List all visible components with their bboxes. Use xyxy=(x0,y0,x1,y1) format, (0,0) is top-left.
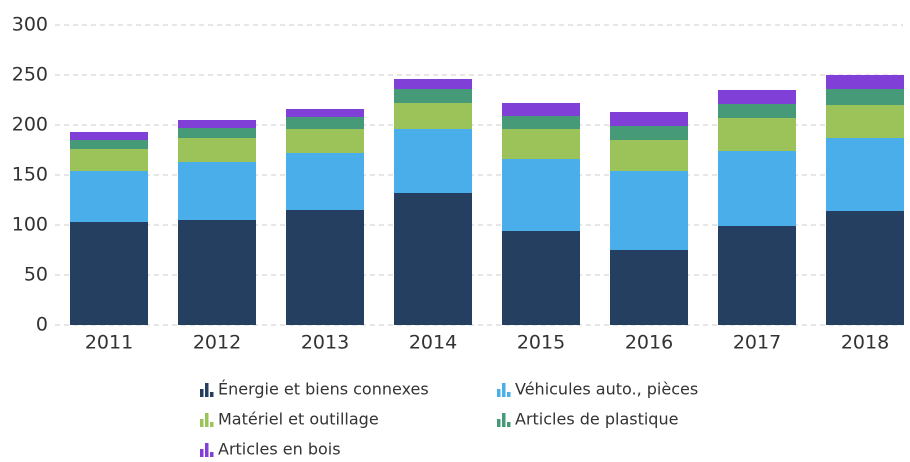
bar-segment xyxy=(502,116,580,129)
legend-icon xyxy=(205,443,209,457)
bar-segment xyxy=(286,210,364,325)
bar-segment xyxy=(70,171,148,222)
bar-segment xyxy=(718,90,796,104)
bar-segment xyxy=(178,120,256,128)
legend-icon xyxy=(497,419,501,427)
y-tick-label: 0 xyxy=(36,314,48,336)
bar-segment xyxy=(502,129,580,159)
bar-segment xyxy=(286,117,364,129)
bar-segment xyxy=(70,132,148,140)
y-tick-label: 300 xyxy=(12,14,48,36)
y-tick-label: 50 xyxy=(24,264,48,286)
bar-segment xyxy=(718,151,796,226)
legend-label: Énergie et biens connexes xyxy=(218,380,429,399)
bar-segment xyxy=(826,211,904,325)
legend-label: Véhicules auto., pièces xyxy=(515,380,698,399)
bar-segment xyxy=(394,79,472,89)
bar-segment xyxy=(826,75,904,89)
bar-segment xyxy=(286,153,364,210)
y-tick-label: 250 xyxy=(12,64,48,86)
bar-segment xyxy=(394,129,472,193)
bar-segment xyxy=(178,220,256,325)
legend-icon xyxy=(497,389,501,397)
legend-icon xyxy=(205,413,209,427)
legend-label: Articles de plastique xyxy=(515,410,678,429)
bar-segment xyxy=(610,250,688,325)
bar-segment xyxy=(178,128,256,138)
bar-segment xyxy=(826,105,904,138)
bar-segment xyxy=(718,104,796,118)
bar-segment xyxy=(394,193,472,325)
bar-segment xyxy=(502,159,580,231)
y-tick-label: 200 xyxy=(12,114,48,136)
legend-icon xyxy=(200,389,204,397)
bar-segment xyxy=(70,149,148,171)
legend-icon xyxy=(210,452,214,457)
bar-segment xyxy=(610,126,688,140)
x-tick-label: 2017 xyxy=(733,332,781,354)
y-tick-label: 150 xyxy=(12,164,48,186)
x-tick-label: 2018 xyxy=(841,332,889,354)
bar-segment xyxy=(826,89,904,105)
x-tick-label: 2011 xyxy=(85,332,133,354)
bar-segment xyxy=(286,129,364,153)
x-tick-label: 2016 xyxy=(625,332,673,354)
bar-segment xyxy=(610,140,688,171)
bar-segment xyxy=(826,138,904,211)
bar-segment xyxy=(70,222,148,325)
bar-segment xyxy=(610,171,688,250)
legend-icon xyxy=(210,422,214,427)
bar-segment xyxy=(718,226,796,325)
x-tick-label: 2014 xyxy=(409,332,457,354)
x-tick-label: 2015 xyxy=(517,332,565,354)
bar-segment xyxy=(502,231,580,325)
bar-segment xyxy=(394,89,472,103)
bar-segment xyxy=(70,140,148,149)
bar-segment xyxy=(718,118,796,151)
x-tick-label: 2013 xyxy=(301,332,349,354)
legend-icon xyxy=(205,383,209,397)
bar-segment xyxy=(502,103,580,116)
legend-icon xyxy=(507,422,511,427)
legend-label: Matériel et outillage xyxy=(218,410,379,429)
legend-icon xyxy=(210,392,214,397)
legend-icon xyxy=(200,449,204,457)
legend-icon xyxy=(502,413,506,427)
bar-segment xyxy=(286,109,364,117)
legend-icon xyxy=(200,419,204,427)
bar-segment xyxy=(178,162,256,220)
x-tick-label: 2012 xyxy=(193,332,241,354)
legend-icon xyxy=(502,383,506,397)
y-tick-label: 100 xyxy=(12,214,48,236)
legend-icon xyxy=(507,392,511,397)
legend-label: Articles en bois xyxy=(218,440,341,459)
bar-segment xyxy=(394,103,472,129)
bar-segment xyxy=(178,138,256,162)
bar-segment xyxy=(610,112,688,126)
